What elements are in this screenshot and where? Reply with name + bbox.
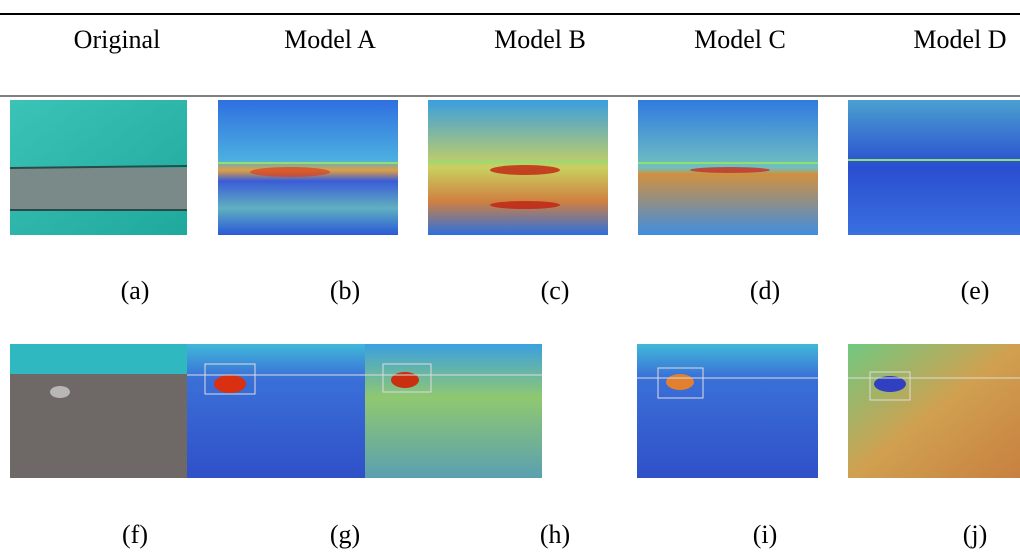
column-header: Model A: [284, 25, 376, 54]
column-header: Model B: [494, 25, 586, 54]
column-header: Original: [74, 25, 161, 54]
image-row-2: [10, 344, 1020, 478]
caption: (f): [122, 520, 148, 549]
caption: (c): [541, 276, 570, 305]
image: [848, 100, 1020, 235]
caption: (a): [121, 276, 150, 305]
captions: (a) (b) (c) (d) (e) (f) (g) (h) (i) (j): [121, 276, 990, 549]
image: [637, 344, 818, 478]
image: [9, 100, 188, 235]
image-row-1: [9, 100, 1020, 235]
image: [187, 344, 365, 478]
caption: (e): [961, 276, 990, 305]
caption: (h): [540, 520, 570, 549]
image: [848, 344, 1020, 478]
column-header: Model D: [913, 25, 1006, 54]
column-header: Model C: [694, 25, 786, 54]
caption: (i): [753, 520, 778, 549]
image: [428, 100, 608, 235]
image: [218, 100, 398, 235]
caption: (d): [750, 276, 780, 305]
caption: (g): [330, 520, 360, 549]
image: [365, 344, 542, 478]
caption: (j): [963, 520, 988, 549]
header-row: Original Model A Model B Model C Model D: [74, 25, 1007, 54]
image: [638, 100, 818, 235]
image: [10, 344, 187, 478]
caption: (b): [330, 276, 360, 305]
